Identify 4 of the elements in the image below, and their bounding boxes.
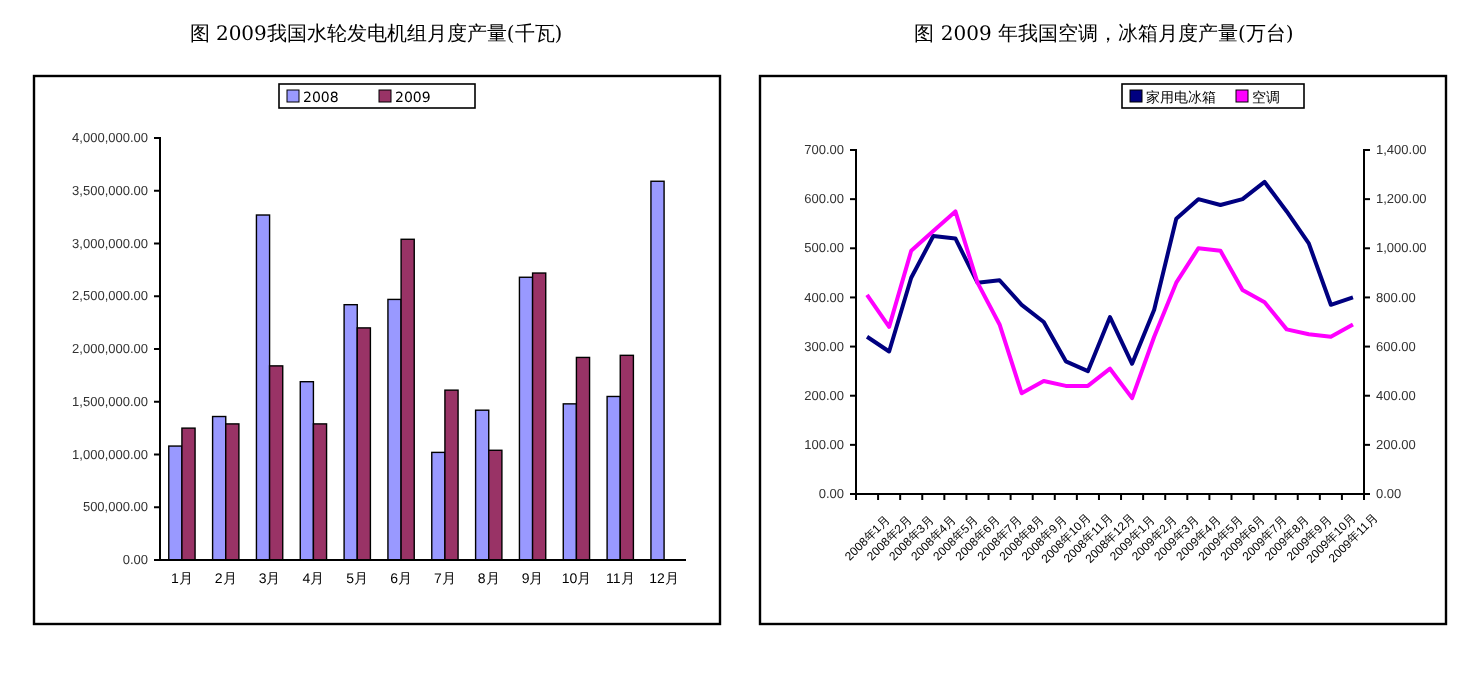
chart-title: 图 2009我国水轮发电机组月度产量(千瓦) (189, 22, 563, 46)
chart-title: 图 2009 年我国空调，冰箱月度产量(万台) (914, 22, 1294, 46)
line-series (865, 209, 1355, 401)
line-series (865, 179, 1355, 374)
